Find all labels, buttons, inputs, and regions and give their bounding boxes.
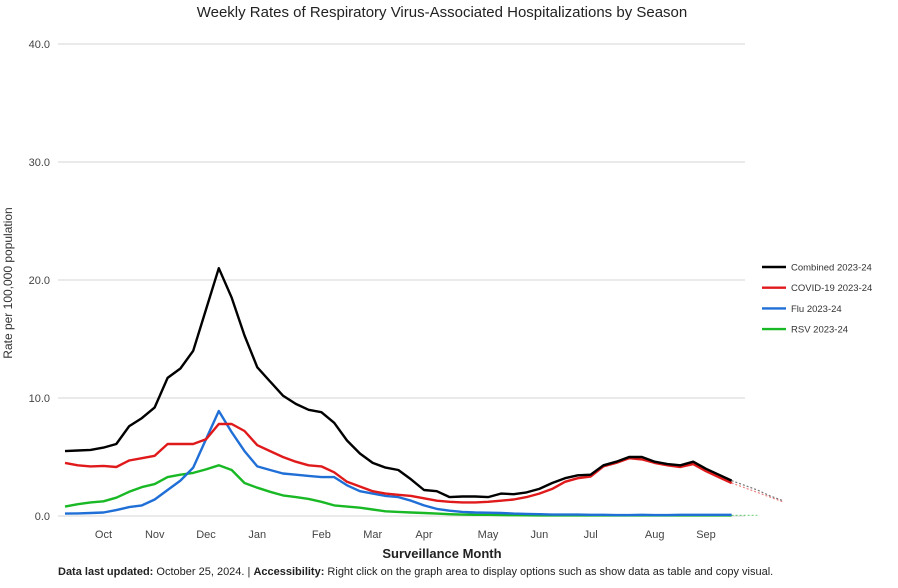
x-tick-label: Jun <box>530 529 548 541</box>
x-tick-label: Jan <box>248 529 266 541</box>
y-tick-label: 20.0 <box>29 275 50 287</box>
series-projection <box>731 480 784 502</box>
series-projection <box>731 482 784 503</box>
series-line[interactable] <box>64 464 732 517</box>
accessibility-label: Accessibility: <box>253 566 325 578</box>
y-tick-label: 0.0 <box>35 511 50 523</box>
legend-entry[interactable]: Flu 2023-24 <box>791 304 842 315</box>
x-tick-label: Oct <box>95 529 112 541</box>
accessibility-value: Right click on the graph area to display… <box>324 566 774 578</box>
x-tick-label: Aug <box>645 529 665 541</box>
updated-value: October 25, 2024. | <box>153 566 254 578</box>
y-axis-label: Rate per 100,000 population <box>1 207 15 358</box>
x-axis-label: Surveillance Month <box>382 546 501 561</box>
x-tick-label: Dec <box>196 529 216 541</box>
x-tick-label: Feb <box>312 529 331 541</box>
y-tick-label: 30.0 <box>29 157 50 169</box>
x-tick-label: Mar <box>363 529 382 541</box>
legend-entry[interactable]: COVID-19 2023-24 <box>791 283 872 294</box>
x-tick-label: Jul <box>584 529 598 541</box>
x-tick-label: Apr <box>415 529 432 541</box>
series-line[interactable] <box>64 267 733 499</box>
updated-label: Data last updated: <box>58 566 154 578</box>
x-tick-labels: Oct Nov Dec Jan Feb Mar Apr May Jun Jul Aug Sep <box>95 529 716 541</box>
series-line[interactable] <box>64 409 732 517</box>
gridlines <box>58 43 745 517</box>
series-lines[interactable] <box>64 267 784 517</box>
x-tick-label: May <box>478 529 499 541</box>
x-tick-label: Nov <box>145 529 165 541</box>
legend-entry[interactable]: Combined 2023-24 <box>791 263 872 274</box>
legend[interactable]: Combined 2023-24 COVID-19 2023-24 Flu 2023… <box>762 263 872 336</box>
y-tick-label: 10.0 <box>29 393 50 405</box>
chart-title: Weekly Rates of Respiratory Virus-Associ… <box>197 4 688 21</box>
y-tick-label: 40.0 <box>29 39 50 51</box>
y-tick-labels: 0.0 10.0 20.0 30.0 40.0 <box>29 39 50 523</box>
footer-note: Data last updated: October 25, 2024. | A… <box>58 566 773 578</box>
legend-entry[interactable]: RSV 2023-24 <box>791 325 848 336</box>
x-tick-label: Sep <box>696 529 716 541</box>
